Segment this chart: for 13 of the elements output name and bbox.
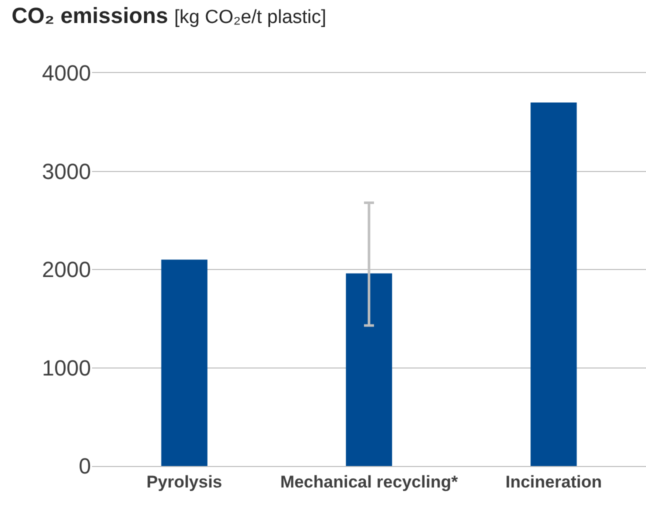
y-tick-label: 4000 <box>42 60 91 86</box>
y-tick-label: 0 <box>78 454 91 479</box>
chart-title: CO₂ emissions <box>12 3 168 28</box>
y-axis-title: [kg CO₂e/t plastic] <box>174 7 326 28</box>
bar <box>346 273 392 466</box>
bar <box>161 260 208 466</box>
y-tick-label: 1000 <box>42 355 91 380</box>
x-tick-label: Incineration <box>505 472 602 492</box>
x-tick-label: Mechanical recycling* <box>280 472 458 492</box>
y-tick-label: 2000 <box>42 257 91 282</box>
y-tick-label: 3000 <box>42 158 91 184</box>
bar <box>530 102 577 466</box>
x-tick-label: Pyrolysis <box>146 472 222 492</box>
